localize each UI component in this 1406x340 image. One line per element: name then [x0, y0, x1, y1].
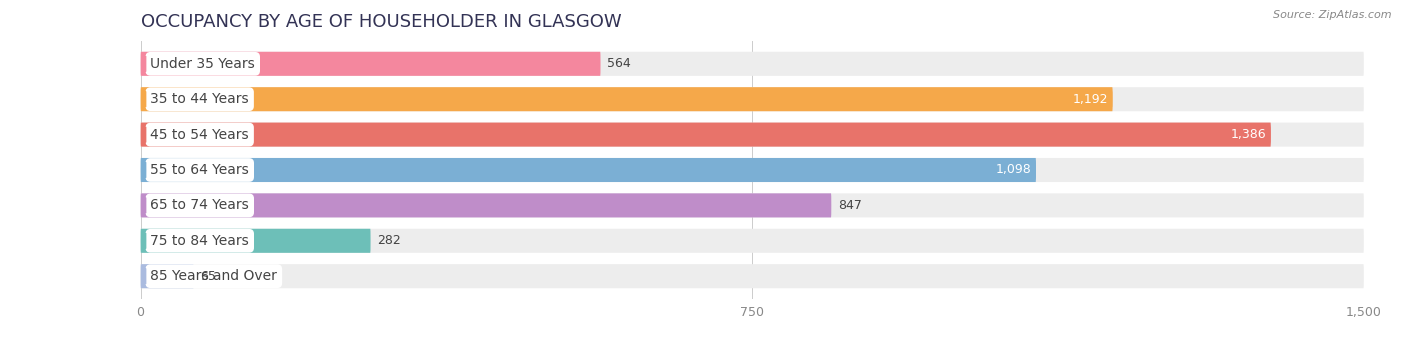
FancyBboxPatch shape: [141, 264, 1364, 288]
FancyBboxPatch shape: [141, 52, 600, 76]
Text: 75 to 84 Years: 75 to 84 Years: [150, 234, 249, 248]
Text: 55 to 64 Years: 55 to 64 Years: [150, 163, 249, 177]
Text: 1,386: 1,386: [1232, 128, 1267, 141]
FancyBboxPatch shape: [141, 122, 1364, 147]
Text: 282: 282: [377, 234, 401, 247]
FancyBboxPatch shape: [141, 87, 1112, 111]
Text: 65 to 74 Years: 65 to 74 Years: [150, 199, 249, 212]
Text: Source: ZipAtlas.com: Source: ZipAtlas.com: [1274, 10, 1392, 20]
Text: 1,192: 1,192: [1073, 93, 1108, 106]
FancyBboxPatch shape: [141, 229, 371, 253]
Text: 1,098: 1,098: [997, 164, 1032, 176]
FancyBboxPatch shape: [141, 87, 1364, 111]
FancyBboxPatch shape: [141, 158, 1036, 182]
FancyBboxPatch shape: [141, 193, 1364, 218]
Text: OCCUPANCY BY AGE OF HOUSEHOLDER IN GLASGOW: OCCUPANCY BY AGE OF HOUSEHOLDER IN GLASG…: [141, 13, 621, 31]
FancyBboxPatch shape: [141, 229, 1364, 253]
Text: Under 35 Years: Under 35 Years: [150, 57, 254, 71]
Text: 85 Years and Over: 85 Years and Over: [150, 269, 277, 283]
Text: 35 to 44 Years: 35 to 44 Years: [150, 92, 249, 106]
FancyBboxPatch shape: [141, 193, 831, 218]
Text: 847: 847: [838, 199, 862, 212]
FancyBboxPatch shape: [141, 264, 194, 288]
Text: 65: 65: [200, 270, 217, 283]
FancyBboxPatch shape: [141, 52, 1364, 76]
Text: 564: 564: [607, 57, 631, 70]
Text: 45 to 54 Years: 45 to 54 Years: [150, 128, 249, 141]
FancyBboxPatch shape: [141, 122, 1271, 147]
FancyBboxPatch shape: [141, 158, 1364, 182]
